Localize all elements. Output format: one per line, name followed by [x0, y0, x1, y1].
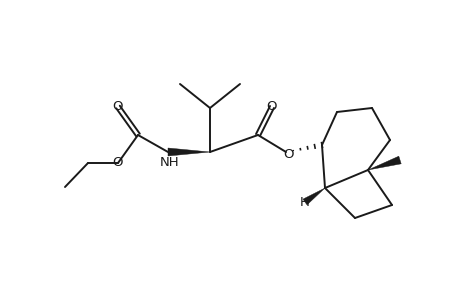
- Polygon shape: [168, 148, 210, 156]
- Text: O: O: [266, 100, 277, 113]
- Polygon shape: [302, 188, 325, 205]
- Polygon shape: [367, 156, 400, 170]
- Text: O: O: [112, 100, 123, 113]
- Text: H: H: [299, 196, 309, 208]
- Text: O: O: [283, 148, 294, 160]
- Text: O: O: [112, 157, 123, 169]
- Text: NH: NH: [160, 157, 179, 169]
